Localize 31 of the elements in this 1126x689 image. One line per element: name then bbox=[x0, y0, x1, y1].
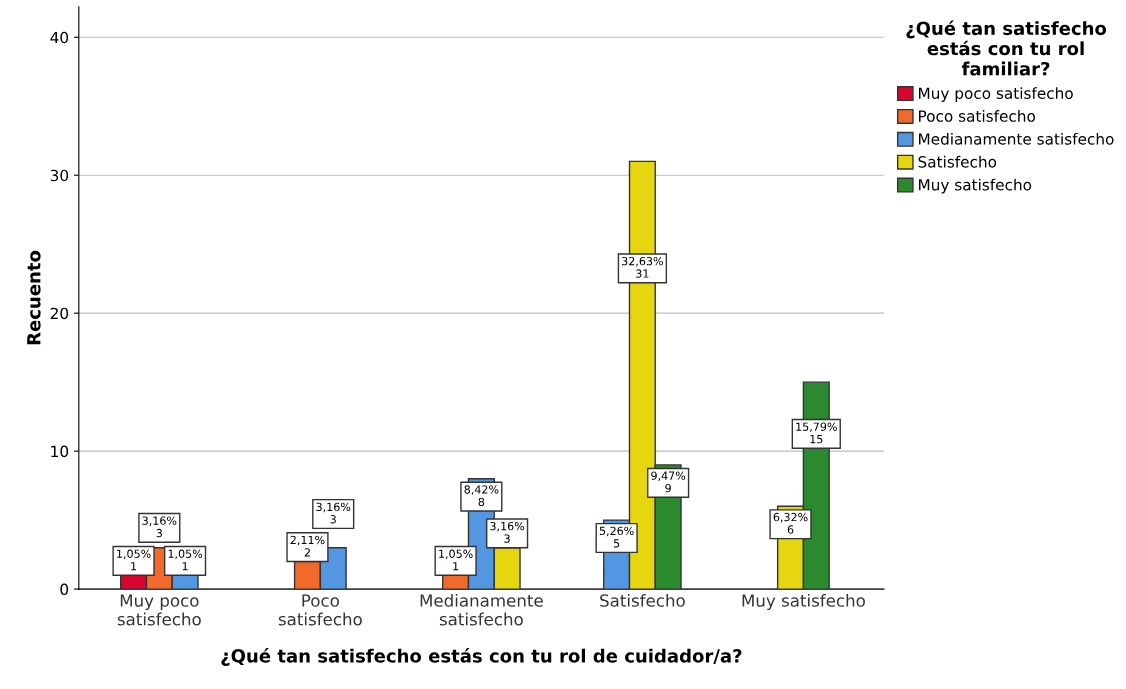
legend-label: Medianamente satisfecho bbox=[919, 132, 1114, 145]
x-tick-label: Poco satisfecho bbox=[278, 594, 362, 626]
data-label: 6,32% 6 bbox=[773, 512, 808, 534]
data-label: 9,47% 9 bbox=[651, 471, 686, 493]
data-label: 5,26% 5 bbox=[599, 526, 634, 548]
y-tick-label: 0 bbox=[60, 583, 69, 596]
legend-title: ¿Qué tan satisfecho estás con tu rol familiar? bbox=[906, 20, 1107, 76]
y-axis-title: Recuento bbox=[27, 250, 41, 345]
x-tick-label: Muy satisfecho bbox=[742, 593, 865, 611]
legend-label: Poco satisfecho bbox=[919, 110, 1036, 122]
data-label: 1,05% 1 bbox=[117, 549, 151, 571]
data-label: 8,42% 8 bbox=[464, 485, 499, 507]
data-label: 1,05% 1 bbox=[439, 549, 473, 571]
data-label: 15,79% 15 bbox=[796, 422, 837, 444]
legend-label: Satisfecho bbox=[918, 155, 997, 168]
data-label: 32,63% 31 bbox=[622, 256, 663, 278]
data-label: 1,05% 1 bbox=[168, 549, 203, 571]
x-axis-title: ¿Qué tan satisfecho estás con tu rol de cuidador/a? bbox=[221, 647, 742, 666]
y-tick-label: 20 bbox=[50, 307, 69, 320]
data-label: 2,11% 2 bbox=[290, 535, 325, 557]
y-tick-label: 40 bbox=[50, 31, 69, 44]
y-tick-label: 10 bbox=[51, 445, 69, 458]
x-tick-label: Satisfecho bbox=[600, 593, 685, 607]
y-tick-label: 30 bbox=[50, 169, 69, 182]
legend-label: Muy satisfecho bbox=[919, 178, 1032, 194]
x-tick-label: Muy poco satisfecho bbox=[117, 594, 201, 626]
data-label: 3,16% 3 bbox=[142, 516, 177, 538]
data-label: 3,16% 3 bbox=[316, 502, 351, 524]
data-label: 3,16% 3 bbox=[490, 521, 525, 543]
legend-label: Muy poco satisfecho bbox=[919, 87, 1073, 102]
x-tick-label: Medianamente satisfecho bbox=[420, 593, 543, 626]
